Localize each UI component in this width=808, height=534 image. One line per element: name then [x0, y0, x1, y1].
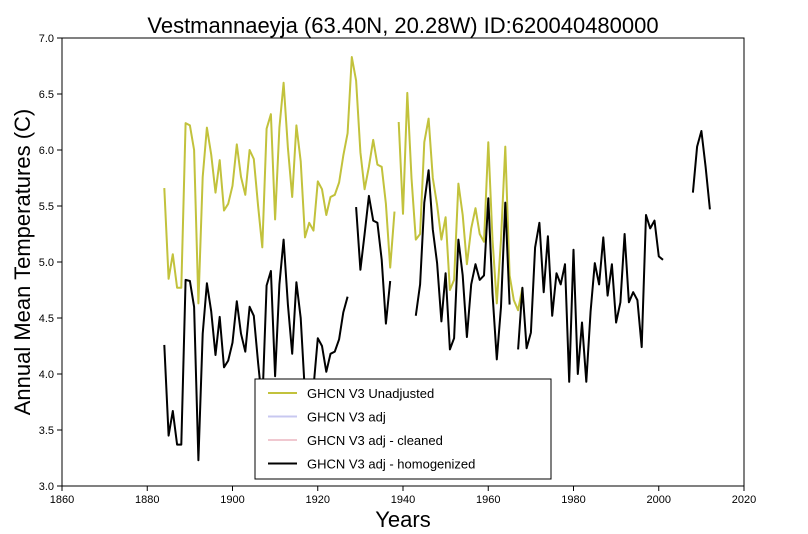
series-line-0	[397, 91, 524, 312]
legend-label-2: GHCN V3 adj - cleaned	[307, 433, 443, 448]
series-line-3	[691, 130, 711, 210]
series-line-3	[355, 194, 392, 325]
y-axis: 3.0 3.5 4.0 4.5 5.0 5.5 6.0 6.5 7.0	[39, 33, 62, 493]
y-axis-title: Annual Mean Temperatures (C)	[10, 109, 35, 416]
series-line-0	[163, 56, 396, 305]
y-tick-label: 5.0	[39, 257, 54, 269]
legend-box	[254, 378, 552, 480]
y-tick-label: 4.5	[39, 313, 54, 325]
y-tick-label: 6.0	[39, 145, 54, 157]
x-tick-label: 1900	[220, 494, 244, 506]
y-tick-label: 4.0	[39, 369, 54, 381]
legend-label-3: GHCN V3 adj - homogenized	[307, 457, 475, 472]
x-tick-label: 2000	[647, 494, 671, 506]
x-axis: 1860 1880 1900 1920 1940 1960 1980 2000 2020	[50, 486, 756, 506]
y-tick-label: 6.5	[39, 89, 54, 101]
series-line-3	[414, 169, 511, 361]
y-tick-label: 3.0	[39, 481, 54, 493]
y-tick-label: 5.5	[39, 201, 54, 213]
x-tick-label: 1940	[391, 494, 415, 506]
legend-label-0: GHCN V3 Unadjusted	[307, 386, 434, 401]
x-tick-label: 1860	[50, 494, 74, 506]
chart-title: Vestmannaeyja (63.40N, 20.28W) ID:620040…	[147, 13, 658, 38]
legend-label-1: GHCN V3 adj	[307, 410, 386, 425]
x-tick-label: 2020	[732, 494, 756, 506]
x-tick-label: 1880	[135, 494, 159, 506]
series-line-3	[163, 238, 349, 462]
x-tick-label: 1960	[476, 494, 500, 506]
y-tick-label: 7.0	[39, 33, 54, 45]
x-tick-label: 1920	[306, 494, 330, 506]
x-tick-label: 1980	[561, 494, 585, 506]
plot-area: 3.0 3.5 4.0 4.5 5.0 5.5 6.0 6.5 7.0 1860 1880 1900…	[39, 33, 757, 506]
legend-items: GHCN V3 Unadjusted GHCN V3 adj GHCN V3 adj…	[268, 386, 475, 472]
series-line-3	[517, 214, 664, 383]
y-tick-label: 3.5	[39, 425, 54, 437]
legend: GHCN V3 Unadjusted GHCN V3 adj GHCN V3 adj…	[254, 378, 552, 480]
x-axis-title: Years	[375, 507, 430, 532]
series-lines	[163, 56, 711, 462]
